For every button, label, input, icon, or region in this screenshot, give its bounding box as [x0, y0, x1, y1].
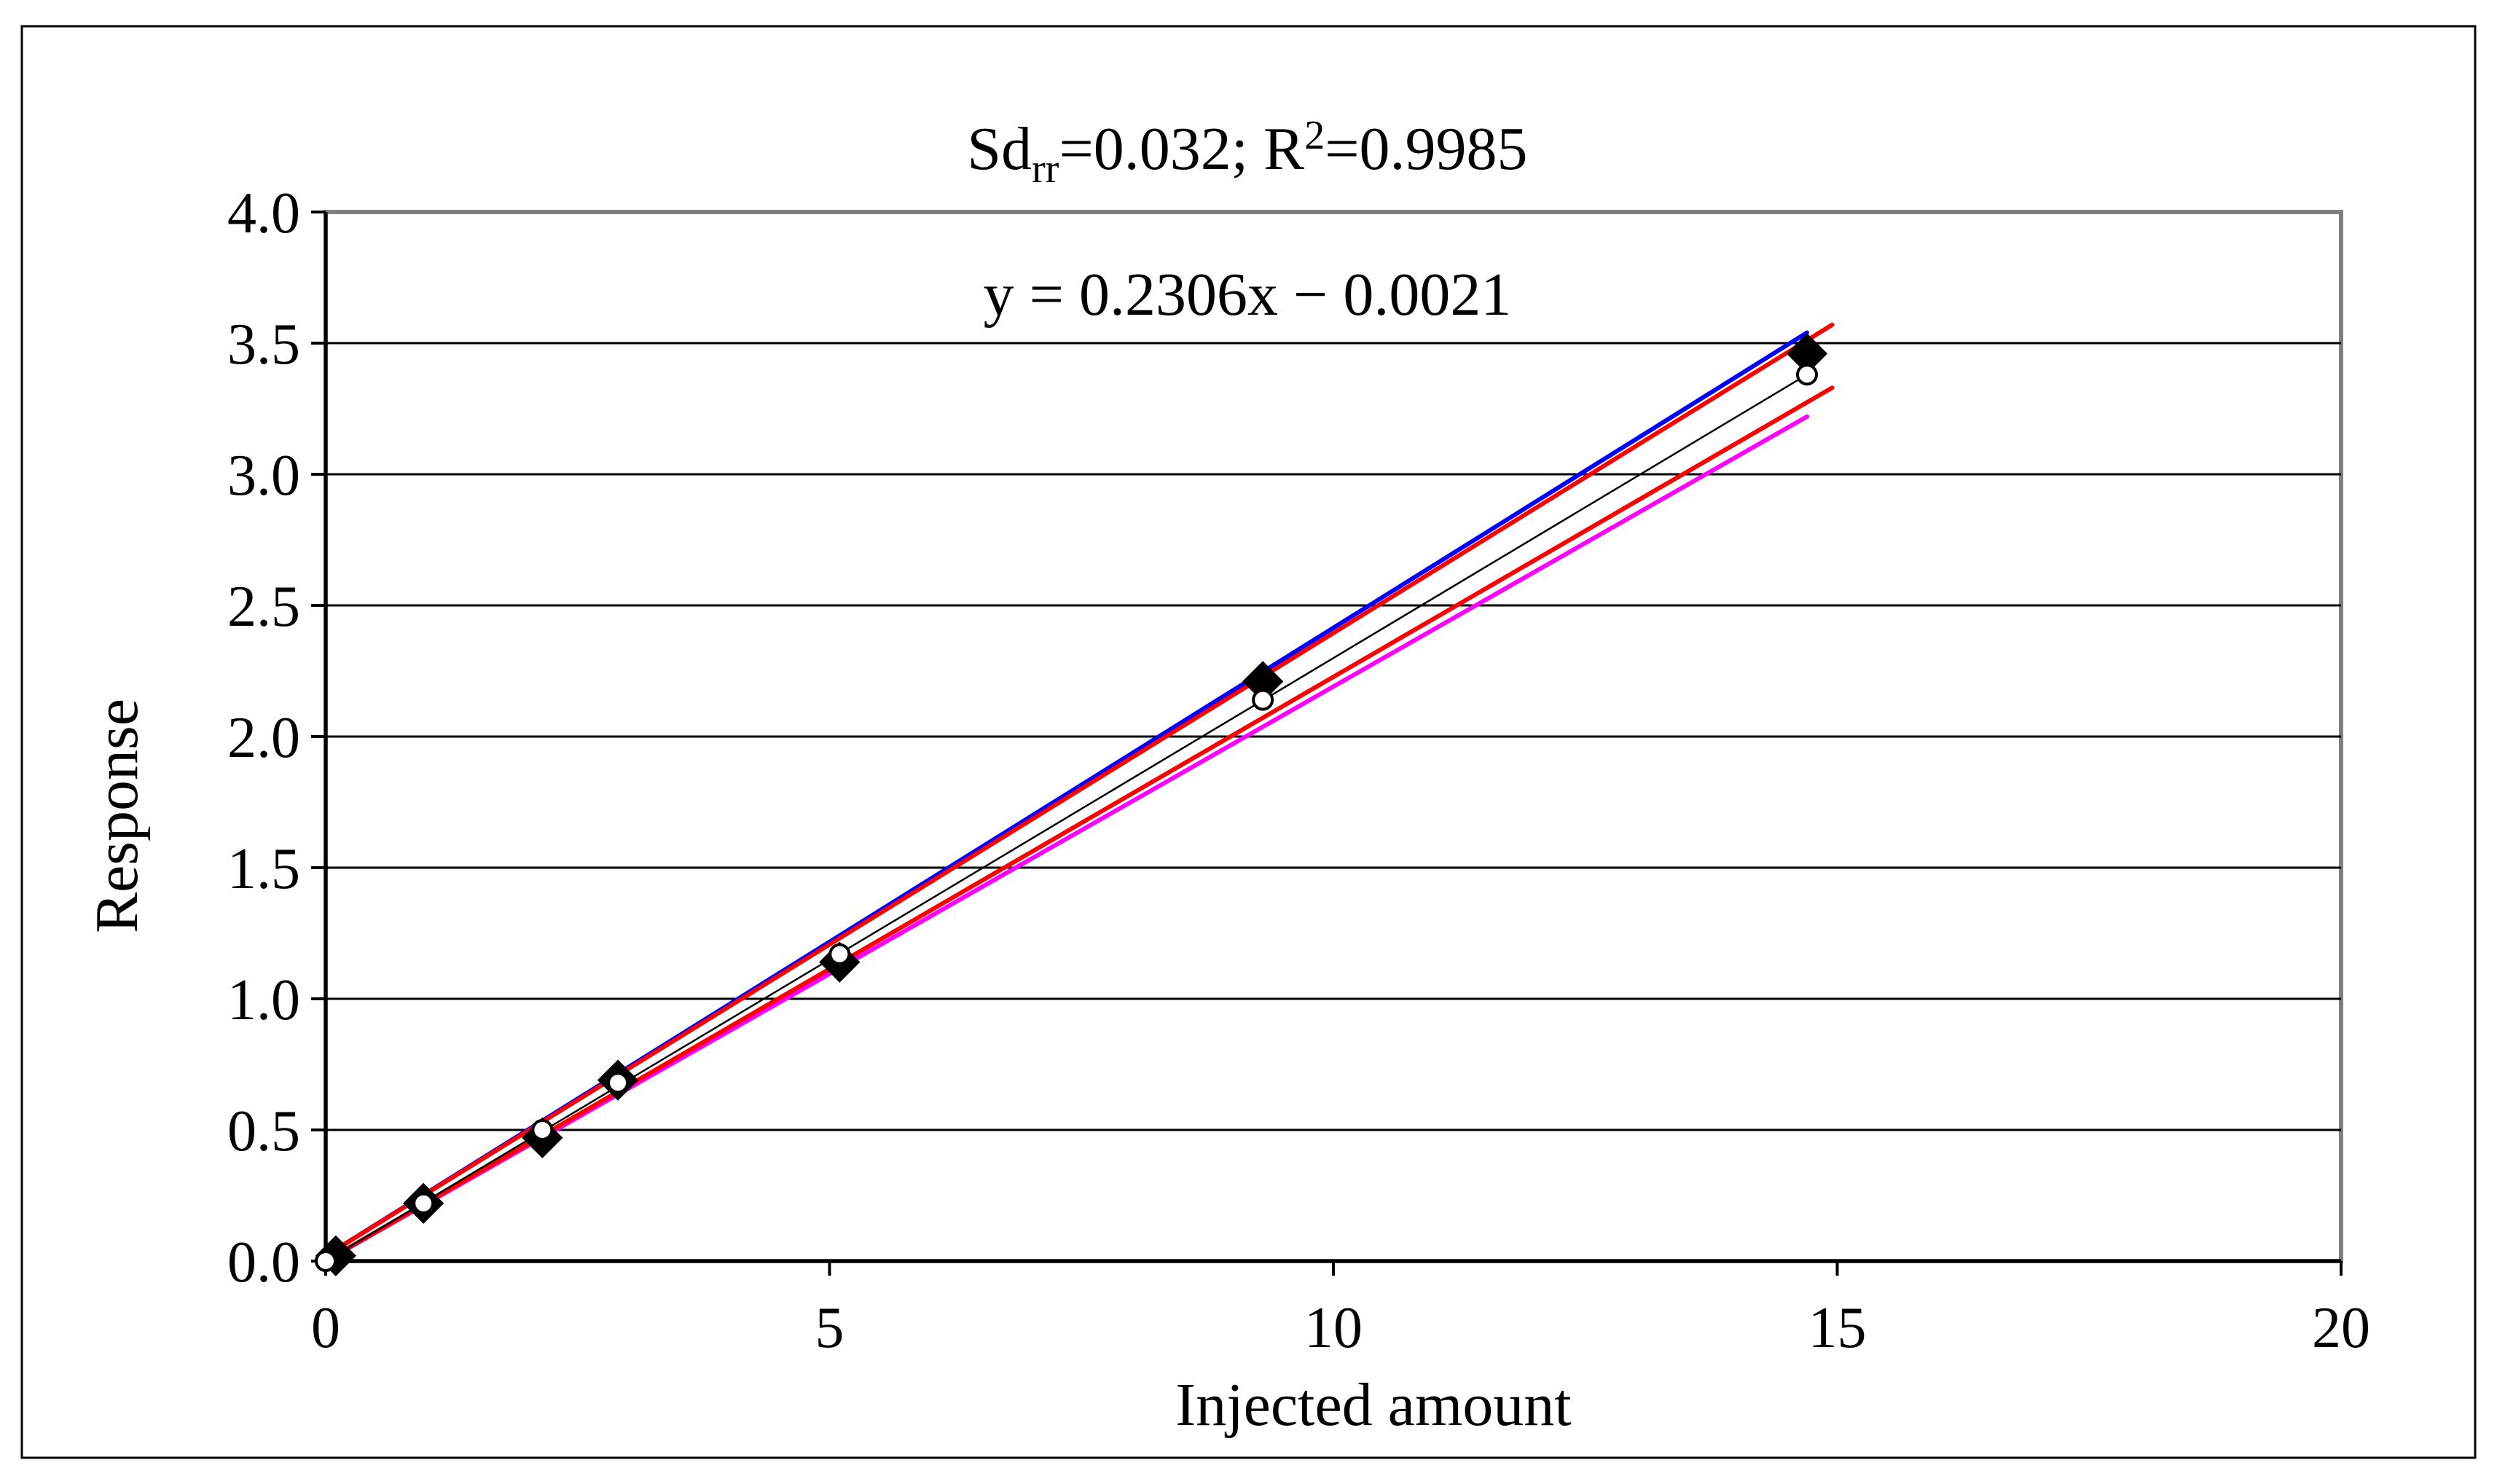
- data-point-circle: [828, 943, 851, 965]
- regression-lines: [324, 322, 1835, 1263]
- regression-equation: y = 0.2306x − 0.0021: [984, 261, 1512, 329]
- y-tick-label: 2.0: [227, 706, 300, 770]
- data-point-circle: [1796, 364, 1819, 386]
- y-tick-label: 2.5: [227, 575, 300, 639]
- data-point-circle: [1252, 688, 1274, 711]
- y-tick-label: 1.0: [227, 968, 300, 1032]
- chart-title: Sdrr=0.032; R2=0.9985: [967, 113, 1527, 192]
- x-tick-label: 5: [815, 1296, 844, 1360]
- y-tick-label: 1.5: [227, 837, 300, 901]
- gridlines: [326, 342, 2341, 1131]
- regression-line: [324, 322, 1835, 1258]
- regression-line: [324, 373, 1808, 1263]
- x-tick-label: 10: [1304, 1296, 1363, 1360]
- y-tick-label: 0.5: [227, 1099, 300, 1163]
- x-tick-label: 20: [2312, 1296, 2370, 1360]
- y-tick-label: 4.0: [227, 181, 300, 246]
- y-tick-label: 3.5: [227, 313, 300, 377]
- x-tick-label: 15: [1808, 1296, 1867, 1360]
- x-axis-label: Injected amount: [1175, 1371, 1571, 1439]
- data-point-circle: [607, 1072, 630, 1094]
- regression-line: [324, 385, 1835, 1263]
- y-tick-label: 0.0: [227, 1230, 300, 1295]
- data-points: [315, 333, 1828, 1276]
- y-tick-label: 3.0: [227, 444, 300, 508]
- x-tick-label: 0: [311, 1296, 340, 1360]
- data-point-circle: [412, 1192, 435, 1214]
- data-point-circle: [531, 1119, 554, 1141]
- data-point-circle: [315, 1250, 337, 1272]
- y-axis-label: Response: [83, 699, 151, 933]
- axes: 0.0 0.5 1.0 1.5 2.0 2.5 3.0 3.5 4.0 0 5 10 15 20: [227, 181, 2370, 1360]
